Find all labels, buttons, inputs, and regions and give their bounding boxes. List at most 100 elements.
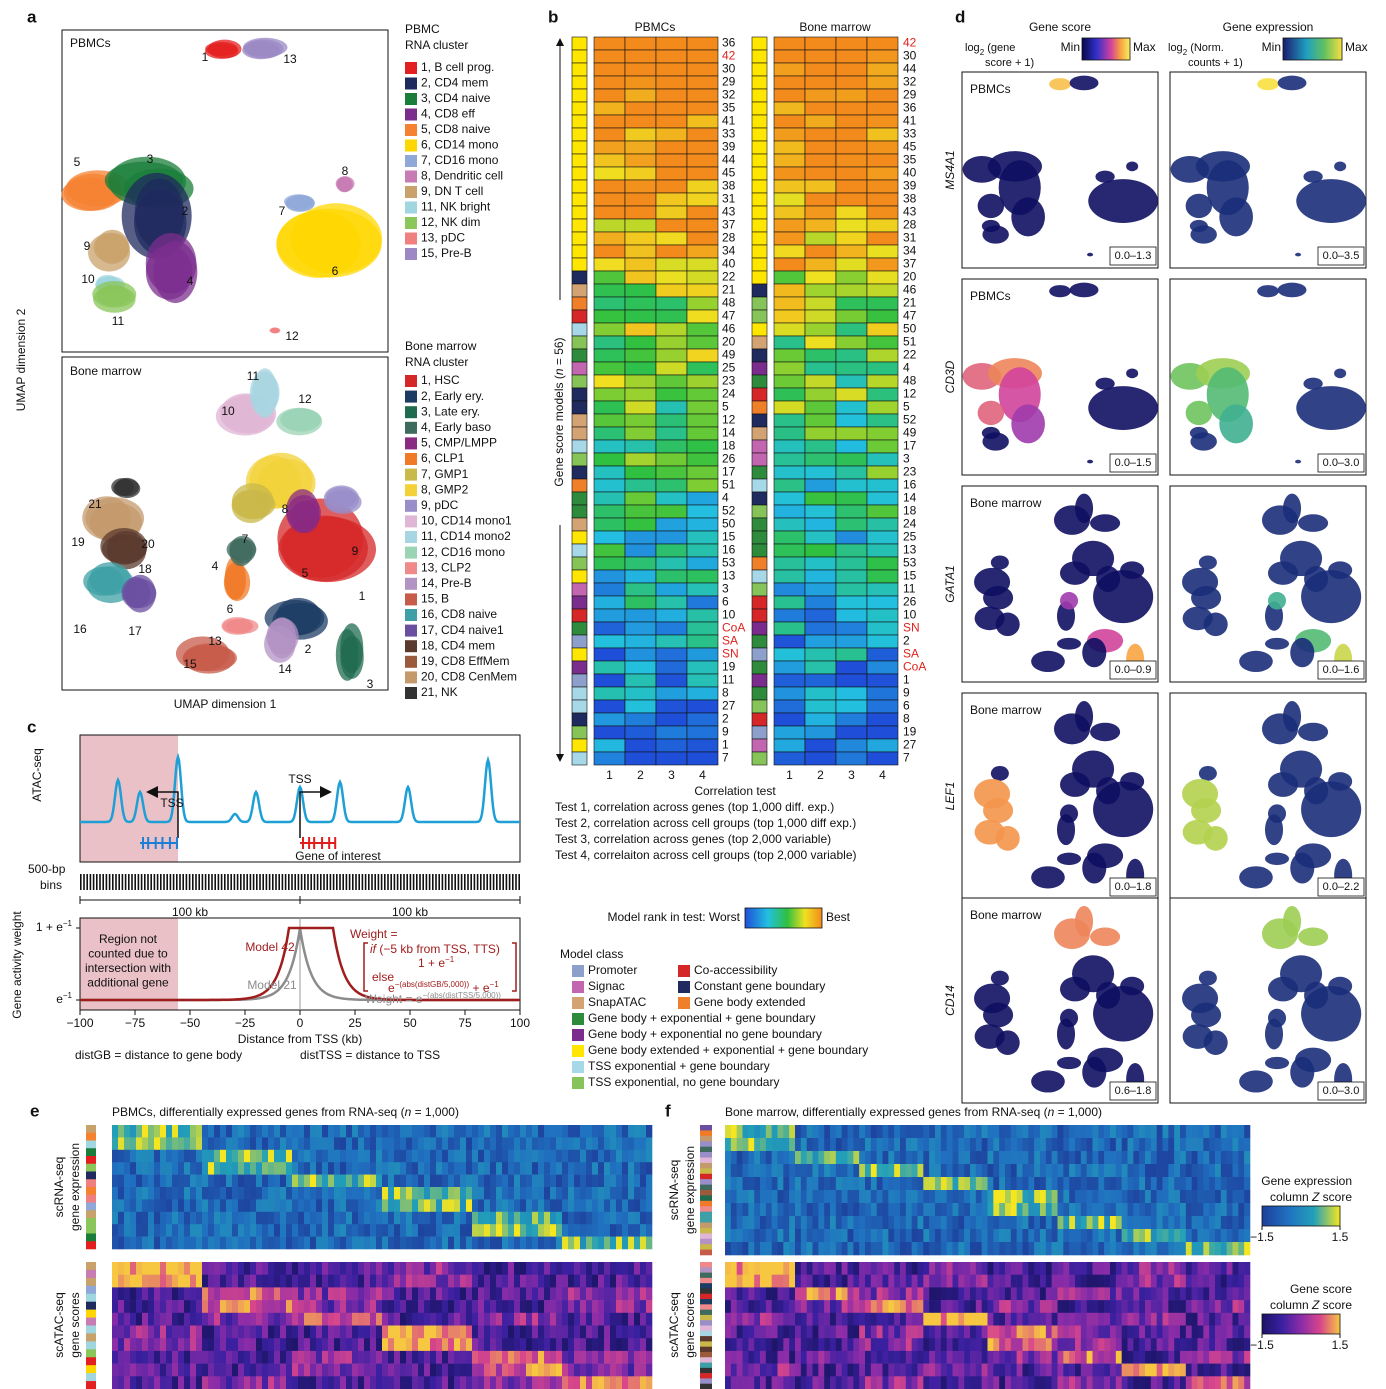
- heatmap-cell: [818, 1151, 825, 1165]
- heatmap-cell: [538, 1350, 545, 1364]
- heatmap-cell: [1092, 1164, 1099, 1178]
- heatmap-cell: [1022, 1190, 1029, 1204]
- heatmap-cell: [1203, 1190, 1210, 1204]
- cluster-strip: [86, 1317, 96, 1326]
- heatmap-cell: [1121, 1262, 1128, 1275]
- heatmap-cell: [238, 1137, 245, 1151]
- heatmap-cell: [1040, 1363, 1047, 1377]
- heatmap-cell: [472, 1187, 479, 1200]
- heatmap-cell: [935, 1350, 942, 1364]
- heatmap-cell: [544, 1274, 551, 1288]
- heatmap-cell: [975, 1363, 982, 1377]
- model-class-cell: [751, 244, 768, 259]
- heatmap-cell: [232, 1125, 239, 1138]
- heatmap-cell: [406, 1338, 413, 1352]
- heatmap-cell: [1075, 1229, 1082, 1243]
- heatmap-cell: [900, 1190, 907, 1204]
- rank-cell: [866, 140, 899, 155]
- rank-cell: [866, 257, 899, 272]
- heatmap-cell: [436, 1174, 443, 1188]
- heatmap-cell: [286, 1262, 293, 1275]
- heatmap-cell: [442, 1262, 449, 1275]
- heatmap-cell: [172, 1274, 179, 1288]
- heatmap-cell: [876, 1190, 883, 1204]
- heatmap-cell: [268, 1325, 275, 1339]
- heatmap-cell: [346, 1274, 353, 1288]
- heatmap-cell: [592, 1236, 599, 1250]
- x-tick-label: −25: [235, 1016, 256, 1030]
- heatmap-cell: [178, 1125, 185, 1138]
- heatmap-cell: [160, 1363, 167, 1377]
- cell-cluster: [264, 625, 296, 663]
- heatmap-cell: [1191, 1138, 1198, 1152]
- heatmap-cell: [280, 1287, 287, 1301]
- heatmap-cell: [184, 1199, 191, 1213]
- legend-item: 7, CD16 mono: [421, 153, 499, 167]
- heatmap-cell: [472, 1224, 479, 1237]
- heatmap-cell: [466, 1162, 473, 1175]
- heatmap-cell: [136, 1211, 143, 1225]
- heatmap-cell: [184, 1125, 191, 1138]
- heatmap-cell: [568, 1325, 575, 1339]
- rank-cell: [593, 296, 626, 311]
- heatmap-cell: [184, 1149, 191, 1163]
- heatmap-cell: [274, 1236, 281, 1250]
- heatmap-cell: [610, 1125, 617, 1138]
- cell-cluster: [1239, 1070, 1273, 1093]
- heatmap-cell: [304, 1187, 311, 1200]
- heatmap-cell: [370, 1274, 377, 1288]
- heatmap-cell: [999, 1125, 1006, 1139]
- x-tick-label: −75: [125, 1016, 146, 1030]
- heatmap-cell: [622, 1211, 629, 1225]
- heatmap-cell: [592, 1162, 599, 1175]
- row-label: 48: [722, 296, 736, 310]
- heatmap-cell: [806, 1262, 813, 1275]
- heatmap-cell: [148, 1376, 155, 1389]
- model-class-cell: [571, 283, 588, 298]
- heatmap-cell: [166, 1338, 173, 1352]
- heatmap-cell: [824, 1325, 831, 1339]
- heatmap-cell: [442, 1125, 449, 1138]
- heatmap-cell: [544, 1325, 551, 1339]
- heatmap-cell: [952, 1350, 959, 1364]
- heatmap-cell: [748, 1216, 755, 1230]
- heatmap-cell: [1098, 1262, 1105, 1275]
- heatmap-cell: [430, 1236, 437, 1250]
- axis-label: UMAP dimension 2: [14, 308, 28, 411]
- heatmap-cell: [130, 1149, 137, 1163]
- heatmap-cell: [987, 1125, 994, 1139]
- heatmap-cell: [812, 1274, 819, 1288]
- rank-cell: [804, 712, 837, 727]
- heatmap-cell: [1069, 1177, 1076, 1191]
- heatmap-cell: [118, 1149, 125, 1163]
- heatmap-cell: [800, 1151, 807, 1165]
- heatmap-cell: [532, 1149, 539, 1163]
- heatmap-cell: [568, 1287, 575, 1301]
- heatmap-cell: [1010, 1138, 1017, 1152]
- heatmap-cell: [244, 1325, 251, 1339]
- heatmap-cell: [771, 1229, 778, 1243]
- heatmap-cell: [841, 1216, 848, 1230]
- heatmap-cell: [818, 1262, 825, 1275]
- heatmap-cell: [865, 1325, 872, 1339]
- heatmap-cell: [1127, 1125, 1134, 1139]
- heatmap-cell: [1150, 1287, 1157, 1301]
- heatmap-cell: [610, 1199, 617, 1213]
- legend-swatch: [405, 640, 417, 653]
- heatmap-cell: [1022, 1287, 1029, 1301]
- heatmap-cell: [238, 1125, 245, 1138]
- heatmap-cell: [580, 1363, 587, 1377]
- heatmap-cell: [130, 1350, 137, 1364]
- heatmap-cell: [1185, 1138, 1192, 1152]
- heatmap-cell: [478, 1162, 485, 1175]
- heatmap-cell: [208, 1300, 215, 1314]
- cell-cluster: [1185, 400, 1213, 426]
- heatmap-cell: [256, 1187, 263, 1200]
- genome-bin: [99, 874, 101, 890]
- rank-cell: [655, 322, 688, 337]
- row-label: 9: [903, 686, 910, 700]
- heatmap-cell: [1215, 1325, 1222, 1339]
- heatmap-cell: [430, 1174, 437, 1188]
- heatmap-cell: [795, 1164, 802, 1178]
- cell-cluster: [1277, 282, 1307, 298]
